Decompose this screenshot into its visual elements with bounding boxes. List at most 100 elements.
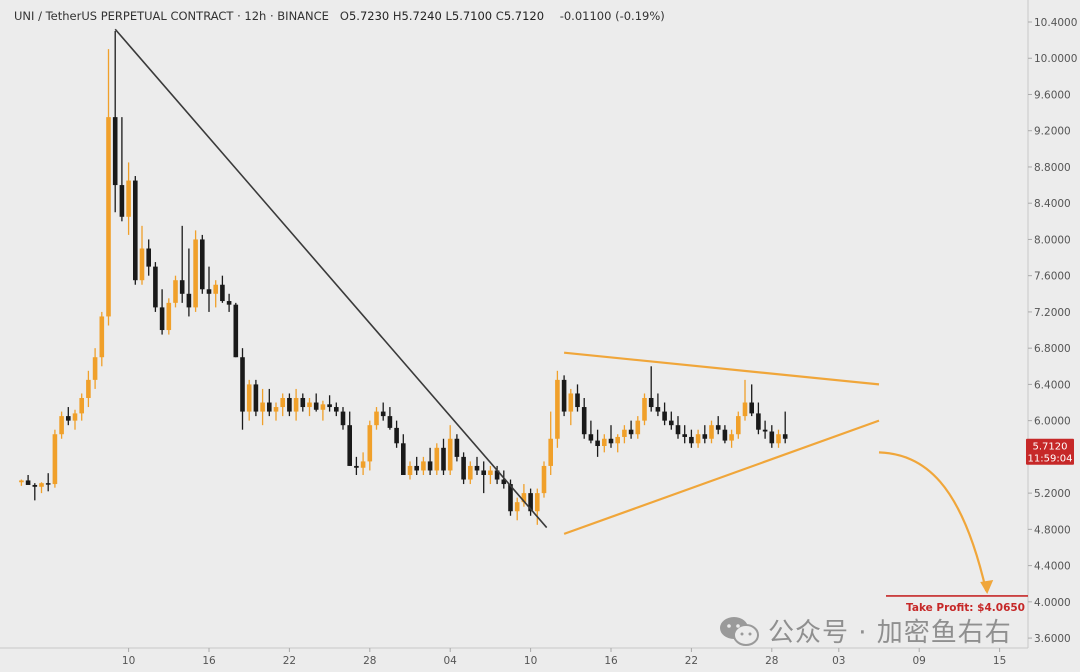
candle-body [729,434,734,441]
x-tick-label: 10 [122,655,135,667]
candle-body [481,470,486,475]
candle-body [722,429,728,441]
candle-body [233,304,239,358]
candle-body [354,465,359,468]
candle-body [79,397,84,414]
y-tick-label: 7.2000 [1034,307,1071,319]
candle-body [273,407,279,412]
candle-body [622,429,627,437]
candle-body [595,440,600,447]
candle-body [240,357,245,412]
exchange: BINANCE [277,9,329,23]
candle-body [441,447,446,471]
candle-body [86,379,91,398]
candle-body [669,420,674,426]
watermark-text: 公众号 · 加密鱼右右 [768,618,1012,648]
high-value: 5.7240 [401,9,442,23]
candle-body [782,434,788,439]
x-tick-label: 22 [685,655,698,667]
price-tag-price: 5.7120 [1033,442,1068,453]
y-tick-label: 7.6000 [1034,271,1071,283]
y-tick-label: 6.4000 [1034,379,1071,391]
candle-body [675,425,681,435]
candle-body [488,470,493,475]
candle-body [360,461,366,468]
close-label: C [495,9,504,23]
candle-body [139,248,145,281]
candle-body [608,438,614,444]
header-separator: · [269,9,274,23]
x-tick-label: 16 [202,655,216,667]
candle-body [92,357,98,380]
candle-body [494,470,500,480]
change-value: -0.01100 (-0.19%) [559,9,665,23]
candle-body [300,397,306,408]
y-tick-label: 9.2000 [1034,126,1071,138]
candle-body [541,465,547,494]
interval: 12h [244,9,267,23]
candle-body [320,404,326,410]
candle-body [340,411,346,426]
candle-body [468,465,473,480]
y-tick-label: 10.4000 [1034,17,1077,29]
candle-body [133,180,138,281]
candle-body [528,493,533,512]
candle-body [246,384,252,412]
candle-body [19,480,24,483]
candle-body [749,402,754,414]
x-tick-label: 04 [444,655,458,667]
candle-body [367,425,373,462]
black-trendline [114,28,548,529]
candle-body [655,407,661,412]
candle-body [454,438,460,457]
y-tick-label: 9.6000 [1034,89,1071,101]
forecast-arrow-head [980,579,994,594]
candle-body [514,502,520,512]
candle-body [581,407,587,435]
x-tick-label: 28 [765,655,778,667]
y-tick-label: 6.0000 [1034,416,1071,428]
candle-body [407,465,413,475]
open-label: O [339,9,349,23]
candle-body [66,416,71,421]
y-tick-label: 5.2000 [1034,488,1071,500]
candle-body [179,280,185,294]
candle-body [380,411,386,417]
candle-body [25,480,31,485]
x-tick-label: 28 [363,655,376,667]
candle-body [769,431,775,444]
wechat-icon [720,616,759,646]
y-tick-label: 10.0000 [1034,53,1077,65]
candle-body [313,402,319,410]
x-tick-label: 16 [604,655,618,667]
candle-body [702,434,708,439]
x-tick-label: 09 [913,655,926,667]
candle-body [200,239,205,290]
candle-body [561,379,567,412]
candle-body [615,436,620,444]
candle-body [401,443,406,475]
candle-body [267,402,272,412]
y-tick-label: 8.0000 [1034,234,1071,246]
candle-body [119,185,125,217]
candle-body [99,316,105,358]
candle-body [662,411,667,421]
x-tick-label: 15 [993,655,1006,667]
price-tag-countdown: 11:59:04 [1028,454,1073,465]
candle-body [521,493,527,503]
candle-body [602,438,607,447]
candle-body [59,416,64,435]
candle-body [327,404,332,408]
candle-body [159,307,165,331]
candle-body [260,402,265,412]
price-tag [1026,438,1074,465]
candle-body [762,429,768,432]
symbol-name: UNI / TetherUS PERPETUAL CONTRACT [14,9,234,23]
candle-body [461,456,466,480]
candle-body [736,416,741,435]
forecast-curve [878,451,988,592]
candle-body [695,434,701,444]
candle-body [635,420,641,435]
candle-body [568,393,574,412]
